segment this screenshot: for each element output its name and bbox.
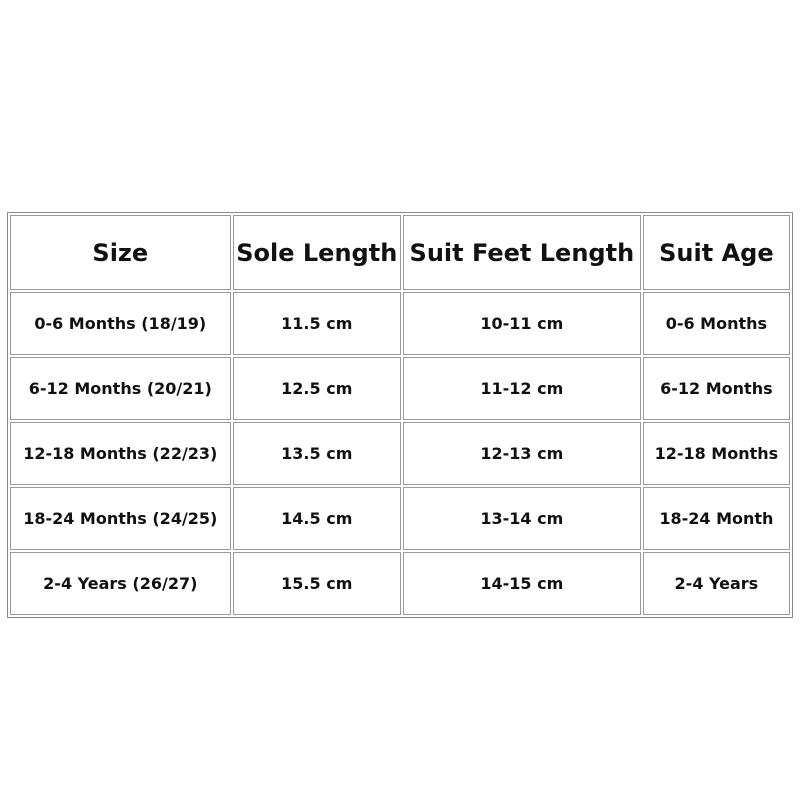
cell-suit-feet-length: 13-14 cm	[402, 487, 641, 550]
table-row: 12-18 Months (22/23) 13.5 cm 12-13 cm 12…	[10, 422, 790, 485]
cell-suit-age: 2-4 Years	[642, 552, 790, 615]
header-row: Size Sole Length Suit Feet Length Suit A…	[10, 215, 790, 290]
cell-sole-length: 12.5 cm	[232, 357, 401, 420]
cell-suit-age: 6-12 Months	[642, 357, 790, 420]
cell-sole-length: 13.5 cm	[232, 422, 401, 485]
cell-size: 0-6 Months (18/19)	[10, 292, 231, 355]
cell-suit-feet-length: 10-11 cm	[402, 292, 641, 355]
cell-suit-age: 18-24 Month	[642, 487, 790, 550]
header-suit-feet-length: Suit Feet Length	[402, 215, 641, 290]
cell-sole-length: 14.5 cm	[232, 487, 401, 550]
cell-size: 12-18 Months (22/23)	[10, 422, 231, 485]
cell-size: 18-24 Months (24/25)	[10, 487, 231, 550]
cell-suit-feet-length: 14-15 cm	[402, 552, 641, 615]
cell-size: 2-4 Years (26/27)	[10, 552, 231, 615]
header-suit-age: Suit Age	[642, 215, 790, 290]
table-row: 0-6 Months (18/19) 11.5 cm 10-11 cm 0-6 …	[10, 292, 790, 355]
cell-sole-length: 11.5 cm	[232, 292, 401, 355]
table-row: 2-4 Years (26/27) 15.5 cm 14-15 cm 2-4 Y…	[10, 552, 790, 615]
header-size: Size	[10, 215, 231, 290]
cell-sole-length: 15.5 cm	[232, 552, 401, 615]
cell-suit-feet-length: 11-12 cm	[402, 357, 641, 420]
size-chart-table: Size Sole Length Suit Feet Length Suit A…	[7, 212, 793, 618]
header-sole-length: Sole Length	[232, 215, 401, 290]
cell-size: 6-12 Months (20/21)	[10, 357, 231, 420]
cell-suit-feet-length: 12-13 cm	[402, 422, 641, 485]
cell-suit-age: 12-18 Months	[642, 422, 790, 485]
cell-suit-age: 0-6 Months	[642, 292, 790, 355]
table-row: 18-24 Months (24/25) 14.5 cm 13-14 cm 18…	[10, 487, 790, 550]
table-row: 6-12 Months (20/21) 12.5 cm 11-12 cm 6-1…	[10, 357, 790, 420]
